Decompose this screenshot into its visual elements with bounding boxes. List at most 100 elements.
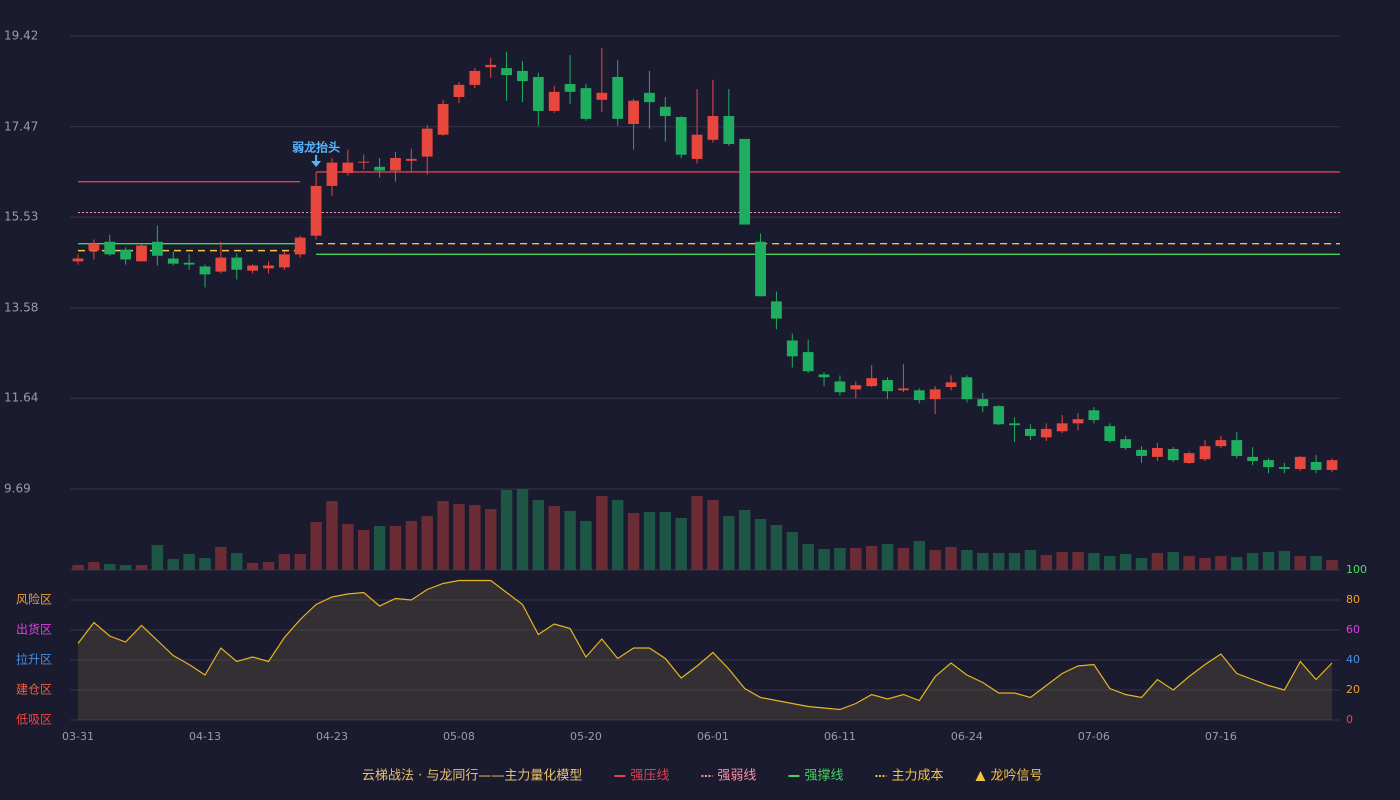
- candle-body: [1025, 428, 1036, 436]
- volume-bar: [961, 550, 973, 570]
- volume-bar: [373, 526, 386, 570]
- volume-bar: [231, 553, 243, 570]
- volume-bar: [1310, 556, 1322, 570]
- candle-body: [993, 406, 1005, 425]
- candle-body: [564, 83, 576, 92]
- candle-body: [310, 185, 322, 236]
- y2-tick-label: 40: [1346, 653, 1360, 666]
- volume-bar: [453, 504, 465, 570]
- candle-body: [485, 64, 497, 68]
- x-tick-label: 07-16: [1205, 730, 1237, 743]
- volume-bar: [675, 518, 687, 570]
- candle-body: [1278, 467, 1290, 469]
- volume-bar: [1183, 556, 1195, 570]
- candle-body: [739, 138, 751, 225]
- volume-bar: [659, 512, 672, 570]
- volume-bar: [421, 516, 433, 570]
- candle-body: [374, 166, 385, 171]
- candle-body: [612, 76, 624, 119]
- y-tick-label: 11.64: [4, 391, 38, 405]
- candle-body: [437, 103, 449, 135]
- volume-bar: [1199, 558, 1211, 570]
- candle-body: [501, 68, 512, 76]
- indicator-line: [77, 579, 1333, 711]
- volume-bar: [929, 550, 941, 570]
- candle-body: [1215, 440, 1227, 447]
- volume-bar: [1024, 550, 1037, 570]
- volume-bar: [326, 501, 338, 570]
- candle-body: [691, 134, 703, 159]
- volume-bar: [977, 553, 989, 570]
- candle-body: [659, 106, 671, 117]
- volume-bar: [691, 496, 703, 570]
- x-tick-label: 04-13: [189, 730, 221, 743]
- volume-bar: [72, 565, 84, 570]
- candle-body: [675, 117, 687, 155]
- candle-body: [1263, 460, 1274, 468]
- candle-body: [707, 116, 719, 140]
- y-tick-label: 9.69: [4, 482, 31, 496]
- candle-body: [104, 241, 116, 255]
- volume-bar: [135, 565, 148, 570]
- candle-body: [723, 116, 735, 145]
- candle-body: [72, 258, 84, 262]
- volume-bar: [1088, 553, 1100, 570]
- volume-bar: [469, 505, 481, 570]
- candle-body: [1326, 460, 1338, 470]
- candle-body: [580, 88, 592, 119]
- volume-bar: [580, 521, 592, 570]
- y-tick-label: 15.53: [4, 210, 38, 224]
- y2-tick-label: 80: [1346, 593, 1360, 606]
- volume-bar: [881, 544, 894, 570]
- annotation: 弱龙抬头: [292, 139, 340, 154]
- candle-body: [1151, 448, 1163, 457]
- candle-body: [247, 265, 259, 271]
- volume-bar: [802, 544, 814, 570]
- volume-bar: [1119, 554, 1132, 570]
- volume-bar: [1278, 551, 1291, 570]
- zone-label: 风险区: [16, 592, 52, 607]
- candle-body: [263, 265, 274, 269]
- y2-tick-label: 20: [1346, 683, 1360, 696]
- candle-body: [929, 389, 941, 400]
- candle-body: [1072, 419, 1084, 424]
- volume-bar: [818, 549, 830, 570]
- volume-bar: [151, 545, 164, 570]
- volume-bar: [596, 496, 608, 570]
- volume-bar: [770, 525, 783, 570]
- volume-bar: [88, 562, 100, 570]
- candle-body: [898, 388, 909, 391]
- legend-label: 强弱线: [717, 769, 756, 784]
- zone-label: 建仓区: [16, 683, 52, 697]
- volume-bar: [1072, 552, 1084, 570]
- volume-bar: [945, 547, 957, 570]
- zone-label: 拉升区: [16, 652, 52, 667]
- candle-body: [771, 301, 782, 319]
- candle-body: [453, 84, 465, 97]
- volume-bar: [484, 509, 497, 570]
- candle-body: [1120, 439, 1132, 449]
- volume-bar: [1040, 555, 1052, 570]
- volume-bar: [278, 554, 291, 570]
- candle-body: [961, 377, 973, 400]
- volume-bar: [1008, 553, 1021, 570]
- candle-body: [1104, 426, 1116, 442]
- volume-bar: [183, 554, 195, 570]
- volume-bar: [723, 516, 735, 570]
- volume-bar: [707, 500, 719, 570]
- legend-label: 龙吟信号: [990, 768, 1042, 784]
- candle-body: [342, 162, 354, 173]
- candle-body: [802, 352, 814, 372]
- candle-body: [913, 390, 925, 401]
- candle-body: [326, 162, 338, 186]
- volume-bar: [119, 565, 132, 570]
- candle-body: [231, 257, 243, 270]
- volume-bar: [1262, 552, 1275, 570]
- candle-body: [532, 76, 544, 111]
- y2-tick-label: 100: [1346, 563, 1367, 576]
- candle-body: [151, 241, 163, 256]
- x-tick-label: 07-06: [1078, 730, 1110, 743]
- candle-body: [1040, 428, 1052, 438]
- volume-bar: [611, 500, 624, 570]
- volume-bar: [1135, 558, 1148, 570]
